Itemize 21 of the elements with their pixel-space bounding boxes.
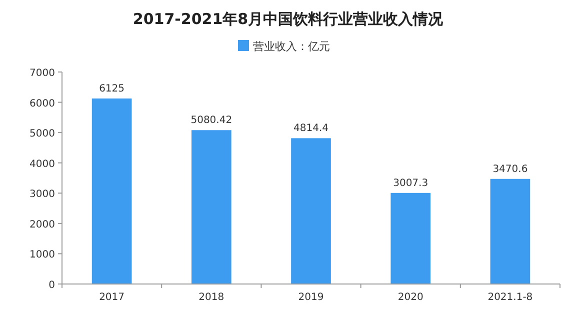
data-label: 6125 xyxy=(99,84,125,94)
data-label: 3470.6 xyxy=(492,164,528,175)
legend: 营业收入：亿元 xyxy=(238,40,330,53)
data-label: 4814.4 xyxy=(294,123,328,134)
ytick: 0 xyxy=(48,280,55,291)
ytick: 2000 xyxy=(30,219,55,230)
ytick: 5000 xyxy=(30,128,55,140)
legend-label: 营业收入：亿元 xyxy=(253,40,330,53)
ytick: 6000 xyxy=(30,98,55,110)
ytick: 4000 xyxy=(30,158,55,170)
title: 2017-2021年8月中国饮料行业营业收入情况 xyxy=(132,10,444,28)
ytick: 3000 xyxy=(30,189,55,200)
xtick: 2020 xyxy=(398,292,424,303)
ytick: 7000 xyxy=(30,68,55,79)
xtick: 2017 xyxy=(99,292,125,303)
xtick: 2018 xyxy=(198,292,224,303)
data-label: 5080.42 xyxy=(190,115,232,126)
data-label: 3007.3 xyxy=(393,178,428,189)
xtick: 2019 xyxy=(298,292,324,303)
xtick: 2021.1-8 xyxy=(488,292,533,303)
ytick: 1000 xyxy=(30,250,55,261)
